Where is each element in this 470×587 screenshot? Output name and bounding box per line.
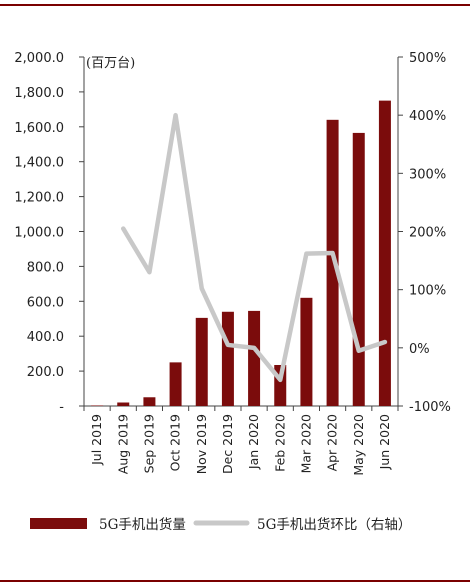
x-tick-label: Jun 2020: [377, 414, 392, 470]
right-tick-label: -100%: [409, 400, 451, 415]
bar: [352, 132, 365, 406]
bar: [91, 405, 104, 406]
x-tick-label: Mar 2020: [298, 414, 313, 473]
left-tick-label: 1,000.0: [14, 226, 64, 241]
x-tick-label: Aug 2019: [115, 414, 130, 474]
x-tick-label: Oct 2019: [168, 414, 183, 471]
left-tick-label: 200.0: [27, 365, 64, 380]
bar: [221, 311, 234, 406]
left-tick-label: -: [59, 400, 64, 415]
bar: [378, 100, 391, 406]
legend-line-label: 5G手机出货环比（右轴）: [257, 516, 411, 533]
left-tick-label: 1,800.0: [14, 86, 64, 101]
unit-label: (百万台): [86, 56, 135, 71]
bar: [143, 397, 156, 406]
right-tick-label: 200%: [409, 226, 446, 241]
x-tick-label: Nov 2019: [194, 414, 209, 474]
bar: [326, 119, 339, 406]
bars: [91, 100, 391, 406]
bar: [300, 297, 313, 406]
x-tick-label: Jul 2019: [89, 414, 104, 466]
left-tick-label: 1,400.0: [14, 156, 64, 171]
left-tick-label: 400.0: [27, 330, 64, 345]
x-tick-label: Sep 2019: [141, 414, 156, 473]
bottom-border: [0, 580, 470, 582]
right-tick-label: 0%: [409, 342, 430, 357]
x-tick-label: May 2020: [351, 414, 366, 476]
bar: [248, 310, 261, 406]
left-tick-label: 1,600.0: [14, 121, 64, 136]
top-border: [0, 4, 470, 6]
x-tick-label: Feb 2020: [272, 414, 287, 472]
legend-bar-swatch: [30, 518, 87, 529]
right-tick-label: 300%: [409, 167, 446, 182]
x-tick-label: Apr 2020: [325, 414, 340, 471]
right-tick-label: 100%: [409, 284, 446, 299]
right-tick-label: 400%: [409, 109, 446, 124]
bar: [195, 317, 208, 406]
line-series: [121, 112, 388, 383]
x-tick-label: Dec 2019: [220, 414, 235, 474]
left-tick-label: 1,200.0: [14, 191, 64, 206]
bar: [169, 362, 182, 406]
axes: [79, 56, 403, 411]
x-tick-label: Jan 2020: [246, 414, 261, 470]
legend: 5G手机出货量 5G手机出货环比（右轴）: [30, 516, 411, 533]
left-tick-label: 800.0: [27, 260, 64, 275]
line-path: [121, 112, 388, 383]
bar: [117, 402, 130, 406]
left-tick-label: 2,000.0: [14, 51, 64, 66]
right-tick-label: 500%: [409, 51, 446, 66]
legend-bar-label: 5G手机出货量: [99, 516, 186, 533]
left-tick-label: 600.0: [27, 295, 64, 310]
tick-labels: - 200.0 400.0 600.0 800.0 1,000.0 1,200.0 1,400…: [14, 51, 450, 476]
